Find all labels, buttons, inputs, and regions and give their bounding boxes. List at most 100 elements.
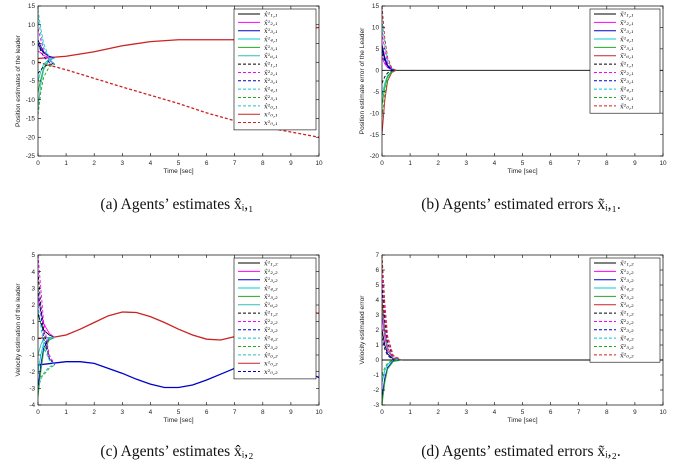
x-tick-label: 2 bbox=[436, 160, 440, 167]
legend-label: x̂²₃,₁ bbox=[264, 76, 278, 85]
y-tick-label: -2 bbox=[29, 369, 35, 376]
series-line bbox=[382, 69, 397, 118]
y-axis-label: Velocity estimation of the leader bbox=[15, 283, 22, 377]
legend-label: x̃¹₄,₁ bbox=[620, 34, 634, 43]
x-tick-label: 7 bbox=[577, 160, 581, 167]
legend-label: x̂²₆,₁ bbox=[264, 101, 278, 110]
series-line bbox=[38, 296, 56, 338]
caption-a: (a) Agents’ estimates x̂ᵢ,₁ bbox=[100, 196, 253, 213]
caption-b: (b) Agents’ estimated errors x̃ᵢ,₁. bbox=[421, 196, 621, 213]
x-tick-label: 0 bbox=[36, 160, 40, 167]
y-tick-label: 0 bbox=[31, 59, 35, 66]
legend-label: x̂²₂,₂ bbox=[264, 317, 278, 326]
x-tick-label: 5 bbox=[521, 160, 525, 167]
x-tick-label: 4 bbox=[493, 409, 497, 416]
legend-label: x̃¹₂,₁ bbox=[620, 18, 634, 27]
x-tick-label: 7 bbox=[577, 409, 581, 416]
y-tick-label: 15 bbox=[28, 3, 36, 10]
y-tick-label: 1 bbox=[31, 319, 35, 326]
y-tick-label: -10 bbox=[26, 97, 36, 104]
x-tick-label: 3 bbox=[465, 160, 469, 167]
series-line bbox=[382, 359, 402, 398]
legend-label: x̃¹₄,₂ bbox=[620, 283, 634, 292]
y-tick-label: -20 bbox=[26, 134, 36, 141]
x-tick-label: 2 bbox=[436, 409, 440, 416]
legend-label: x̂¹₂,₁ bbox=[264, 18, 278, 27]
legend-label: x̂¹₄,₁ bbox=[264, 34, 278, 43]
series-line bbox=[38, 50, 55, 59]
y-tick-label: 6 bbox=[375, 267, 379, 274]
legend: x̂¹₁,₂x̂¹₂,₂x̂¹₃,₂x̂¹₄,₂x̂¹₅,₂x̂¹₆,₂x̂²₁… bbox=[233, 257, 317, 380]
y-tick-label: 5 bbox=[31, 252, 35, 259]
x-tick-label: 3 bbox=[465, 409, 469, 416]
y-tick-label: 3 bbox=[31, 286, 35, 293]
series-line bbox=[38, 9, 56, 65]
legend-label: x̃²₃,₁ bbox=[620, 76, 634, 85]
series-line bbox=[382, 307, 402, 361]
y-axis-label: Position estimates of the leader bbox=[15, 34, 22, 127]
y-axis-label: Position estimate error of the Leader bbox=[359, 27, 366, 134]
legend-label: x²₀,₁ bbox=[264, 119, 278, 127]
legend-label: x̃²₄,₂ bbox=[620, 334, 634, 343]
legend-box bbox=[233, 8, 317, 131]
y-tick-label: -3 bbox=[29, 386, 35, 393]
series-line bbox=[38, 271, 56, 366]
y-tick-label: -5 bbox=[373, 89, 379, 96]
x-tick-label: 2 bbox=[92, 409, 96, 416]
panel-d: 0 1 2 3 4 5 6 7 8 9 10 -3 -2 -1 0 1 2 3 4 5 6 7 Time [sec] Velo… bbox=[359, 252, 667, 424]
series-line bbox=[382, 18, 397, 71]
x-tick-label: 9 bbox=[289, 160, 293, 167]
legend-label: x̃²₁,₁ bbox=[620, 60, 634, 69]
x-tick-label: 9 bbox=[633, 409, 637, 416]
series-line bbox=[38, 337, 55, 372]
series-line bbox=[382, 69, 397, 84]
x-tick-label: 6 bbox=[549, 160, 553, 167]
legend-label: x̂²₄,₂ bbox=[264, 334, 278, 343]
y-tick-label: -10 bbox=[370, 110, 380, 117]
x-tick-label: 7 bbox=[233, 160, 237, 167]
y-tick-label: 4 bbox=[375, 297, 379, 304]
legend-label: x̂¹₃,₁ bbox=[264, 26, 278, 35]
series-line bbox=[382, 269, 402, 361]
y-tick-label: -15 bbox=[370, 132, 380, 139]
x-tick-label: 1 bbox=[408, 409, 412, 416]
legend-label: x̂²₅,₁ bbox=[264, 93, 278, 102]
legend-label: x̃¹₅,₁ bbox=[620, 43, 634, 52]
y-tick-label: -2 bbox=[373, 387, 379, 394]
y-tick-label: -5 bbox=[29, 78, 35, 85]
series-line bbox=[38, 28, 56, 65]
series-line bbox=[38, 17, 56, 65]
legend-label: x̃¹₁,₁ bbox=[620, 9, 634, 18]
x-axis-label: Time [sec] bbox=[163, 168, 193, 175]
legend-label: x̂¹₁,₁ bbox=[264, 9, 278, 18]
x-axis-label: Time [sec] bbox=[507, 168, 537, 175]
x-tick-label: 4 bbox=[149, 160, 153, 167]
x-tick-label: 6 bbox=[205, 409, 209, 416]
legend-label: x̃¹₆,₁ bbox=[620, 51, 634, 60]
x-tick-label: 9 bbox=[633, 160, 637, 167]
legend-label: x̂²₃,₂ bbox=[264, 325, 278, 334]
series-line bbox=[38, 57, 55, 82]
legend-label: x̃¹₂,₂ bbox=[620, 267, 634, 276]
caption-d: (d) Agents’ estimated errors x̃ᵢ,₂. bbox=[421, 443, 621, 460]
x-axis-label: Time [sec] bbox=[507, 417, 537, 424]
legend-label: x̂¹₅,₁ bbox=[264, 43, 278, 52]
x-tick-label: 1 bbox=[64, 409, 68, 416]
legend-label: x̂²₂,₁ bbox=[264, 68, 278, 77]
y-tick-label: -1 bbox=[373, 372, 379, 379]
legend-label: x̂²₁,₂ bbox=[264, 309, 278, 318]
x-tick-label: 0 bbox=[380, 409, 384, 416]
series-line bbox=[38, 337, 56, 397]
y-axis-label: Velocity estimated error bbox=[359, 295, 366, 365]
legend-label: x²₀,₂ bbox=[264, 368, 278, 376]
x-tick-label: 3 bbox=[121, 160, 125, 167]
y-tick-label: 5 bbox=[31, 41, 35, 48]
series-line bbox=[38, 39, 55, 59]
series-line bbox=[382, 52, 397, 71]
y-tick-label: -15 bbox=[26, 116, 36, 123]
y-tick-label: -25 bbox=[26, 153, 36, 160]
series-group bbox=[382, 255, 663, 405]
x-tick-label: 8 bbox=[261, 409, 265, 416]
